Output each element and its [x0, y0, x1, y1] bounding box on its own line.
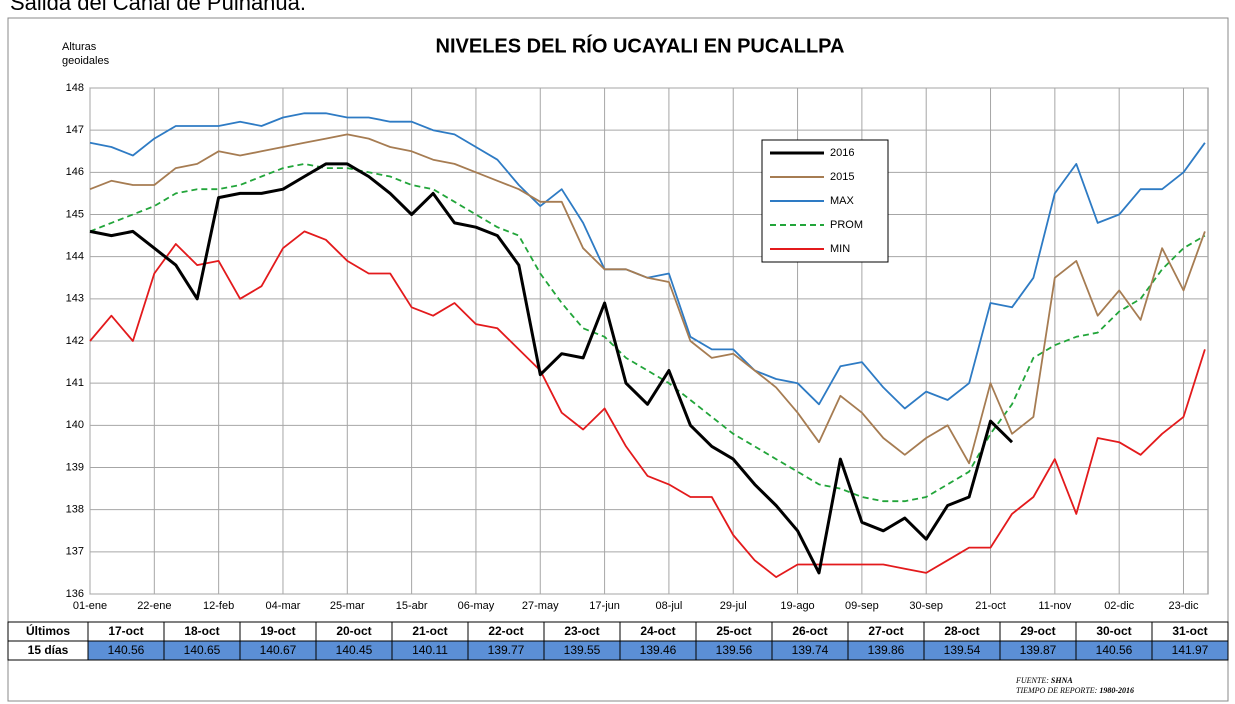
- value-text: 140.45: [336, 643, 373, 657]
- x-tick-label: 02-dic: [1104, 600, 1134, 612]
- x-tick-label: 04-mar: [266, 600, 301, 612]
- header-text: 19-oct: [260, 624, 295, 638]
- x-tick-label: 19-ago: [780, 600, 814, 612]
- period-label: TIEMPO DE REPORTE:: [1016, 686, 1098, 695]
- header-text: 20-oct: [336, 624, 371, 638]
- value-text: 140.11: [412, 643, 448, 657]
- x-tick-label: 22-ene: [137, 600, 171, 612]
- x-tick-label: 12-feb: [203, 600, 234, 612]
- y-tick-label: 145: [66, 208, 84, 220]
- y-tick-label: 139: [66, 461, 84, 473]
- value-text: 139.77: [488, 643, 525, 657]
- header-text: 27-oct: [868, 624, 903, 638]
- y-tick-label: 136: [66, 588, 84, 600]
- header-text: 18-oct: [184, 624, 219, 638]
- header-text: 22-oct: [488, 624, 523, 638]
- value-text: 139.46: [640, 643, 677, 657]
- legend-label: 2015: [830, 171, 854, 183]
- series-line: [89, 163, 1206, 503]
- y-tick-label: 137: [66, 546, 84, 558]
- series-line: [89, 162, 1014, 575]
- value-text: 140.67: [260, 643, 297, 657]
- x-tick-label: 27-may: [522, 600, 559, 612]
- header-text: 21-oct: [412, 624, 447, 638]
- value-text: 141.97: [1172, 643, 1209, 657]
- x-tick-label: 15-abr: [396, 600, 428, 612]
- value-text: 139.56: [716, 643, 753, 657]
- header-text: 30-oct: [1096, 624, 1131, 638]
- legend-box: [761, 139, 889, 263]
- y-tick-label: 142: [66, 335, 84, 347]
- value-text: 139.54: [944, 643, 981, 657]
- x-tick-label: 08-jul: [655, 600, 682, 612]
- x-tick-label: 06-may: [458, 600, 495, 612]
- legend-label: PROM: [830, 219, 863, 231]
- value-text: 140.65: [184, 643, 221, 657]
- header-text: 24-oct: [640, 624, 675, 638]
- header-text: 28-oct: [944, 624, 979, 638]
- y-tick-label: 148: [66, 82, 84, 94]
- x-tick-label: 09-sep: [845, 600, 879, 612]
- value-text: 139.55: [564, 643, 601, 657]
- y-axis-label: geoidales: [62, 55, 110, 67]
- series-line: [89, 230, 1206, 578]
- x-tick-label: 21-oct: [975, 600, 1006, 612]
- x-tick-label: 29-jul: [720, 600, 747, 612]
- legend-label: MAX: [830, 195, 855, 207]
- value-cell: [1151, 640, 1229, 661]
- header-text: 29-oct: [1020, 624, 1055, 638]
- header-text: 17-oct: [108, 624, 143, 638]
- legend-label: MIN: [830, 243, 850, 255]
- y-tick-label: 144: [66, 251, 84, 263]
- x-tick-label: 17-jun: [589, 600, 620, 612]
- value-text: 139.87: [1020, 643, 1057, 657]
- y-axis-label: Alturas: [62, 41, 97, 53]
- value-text: 139.74: [792, 643, 829, 657]
- header-text: 23-oct: [564, 624, 599, 638]
- source-label: FUENTE:: [1015, 676, 1049, 685]
- header-text: 26-oct: [792, 624, 827, 638]
- y-tick-label: 147: [66, 124, 84, 136]
- header-text: Últimos: [26, 623, 70, 638]
- value-text: 140.56: [1096, 643, 1133, 657]
- header-text: 25-oct: [716, 624, 751, 638]
- chart-title: NIVELES DEL RÍO UCAYALI EN PUCALLPA: [436, 34, 845, 57]
- caption: Salida del Canal de Puinahua.: [10, 0, 306, 15]
- x-tick-label: 25-mar: [330, 600, 365, 612]
- y-tick-label: 138: [66, 504, 84, 516]
- legend-label: 2016: [830, 147, 854, 159]
- y-tick-label: 141: [66, 377, 84, 389]
- x-tick-label: 01-ene: [73, 600, 107, 612]
- period: 1980-2016: [1099, 686, 1134, 695]
- header-text: 31-oct: [1172, 624, 1207, 638]
- source: SHNA: [1051, 676, 1073, 685]
- y-tick-label: 146: [66, 166, 84, 178]
- x-tick-label: 11-nov: [1038, 600, 1071, 612]
- x-tick-label: 30-sep: [909, 600, 943, 612]
- chart-frame: [7, 17, 1229, 702]
- y-tick-label: 140: [66, 419, 84, 431]
- y-tick-label: 143: [66, 293, 84, 305]
- value-text: 15 días: [28, 643, 69, 657]
- series-line: [89, 133, 1206, 465]
- value-text: 140.56: [108, 643, 145, 657]
- footnote-period: TIEMPO DE REPORTE: 1980-2016: [1016, 686, 1134, 695]
- value-text: 139.86: [868, 643, 905, 657]
- footnote-source: FUENTE: SHNA: [1015, 676, 1073, 685]
- x-tick-label: 23-dic: [1169, 600, 1199, 612]
